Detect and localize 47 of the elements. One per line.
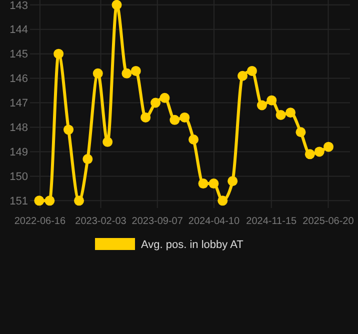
point — [180, 112, 190, 122]
point — [198, 178, 208, 189]
x-tick-label: 2023-02-03 — [75, 216, 127, 227]
y-tick-label: 150 — [10, 171, 28, 184]
point — [256, 100, 267, 110]
point — [140, 112, 151, 122]
point — [286, 108, 296, 118]
point — [102, 136, 113, 147]
point — [160, 92, 170, 103]
point — [276, 110, 286, 120]
point — [130, 66, 141, 76]
point — [122, 68, 132, 78]
point — [314, 146, 324, 157]
y-tick-label: 143 — [10, 0, 28, 12]
point — [44, 196, 55, 206]
x-tick-label: 2025-06-20 — [302, 216, 354, 227]
point — [74, 196, 84, 206]
x-tick-label: 2023-09-07 — [132, 216, 184, 227]
point — [150, 98, 161, 108]
point — [92, 68, 103, 78]
point — [324, 142, 334, 152]
y-tick-label: 149 — [10, 146, 28, 159]
point — [296, 127, 306, 138]
y-tick-label: 151 — [10, 196, 28, 208]
y-tick-label: 145 — [10, 48, 28, 61]
point — [82, 154, 93, 164]
x-tick-label: 2024-04-10 — [188, 216, 240, 227]
point — [64, 124, 74, 135]
x-tick-label: 2022-06-16 — [14, 216, 66, 227]
point — [208, 178, 219, 189]
y-tick-label: 148 — [10, 122, 28, 134]
point — [266, 95, 277, 106]
point — [54, 48, 64, 59]
y-tick-label: 144 — [10, 24, 28, 36]
y-tick-label: 146 — [10, 73, 28, 86]
y-tick-label: 147 — [10, 98, 28, 110]
point — [34, 196, 44, 206]
point — [188, 134, 199, 144]
point — [246, 66, 257, 76]
x-tick-label: 2024-11-15 — [246, 216, 298, 227]
point — [238, 70, 248, 81]
point — [112, 0, 122, 10]
legend-label: Avg. pos. in lobby AT — [141, 238, 244, 251]
point — [228, 176, 238, 186]
point — [304, 149, 315, 160]
point — [170, 114, 180, 125]
point — [218, 196, 228, 206]
